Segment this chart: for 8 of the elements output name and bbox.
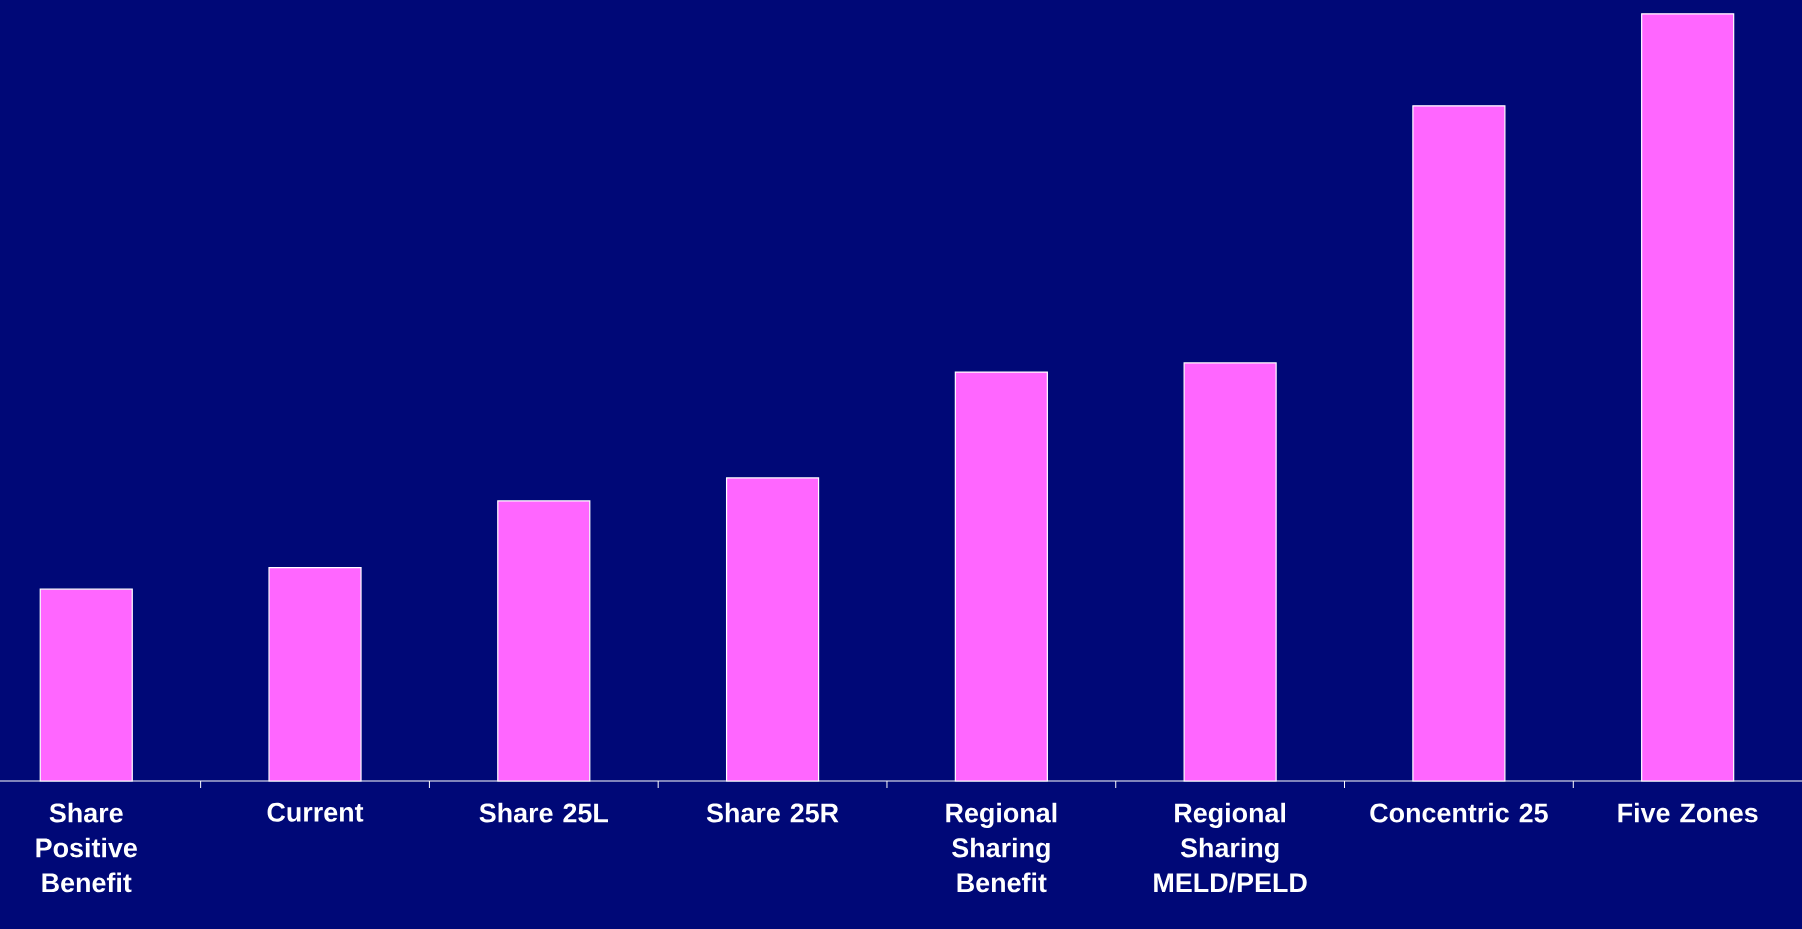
x-tick-label: Share 25L <box>479 802 608 823</box>
x-tick-label: Five Zones <box>1618 802 1758 823</box>
x-tick-label: Concentric 25 <box>1370 802 1548 823</box>
x-tick-label: Current <box>267 802 364 822</box>
x-tick-label: Regional Sharing MELD/PELD <box>1154 802 1307 893</box>
x-tick-label: Share 25R <box>706 802 839 823</box>
x-tick-label: Share Positive Benefit <box>36 802 137 893</box>
x-tick-label: Regional Sharing Benefit <box>946 802 1057 893</box>
